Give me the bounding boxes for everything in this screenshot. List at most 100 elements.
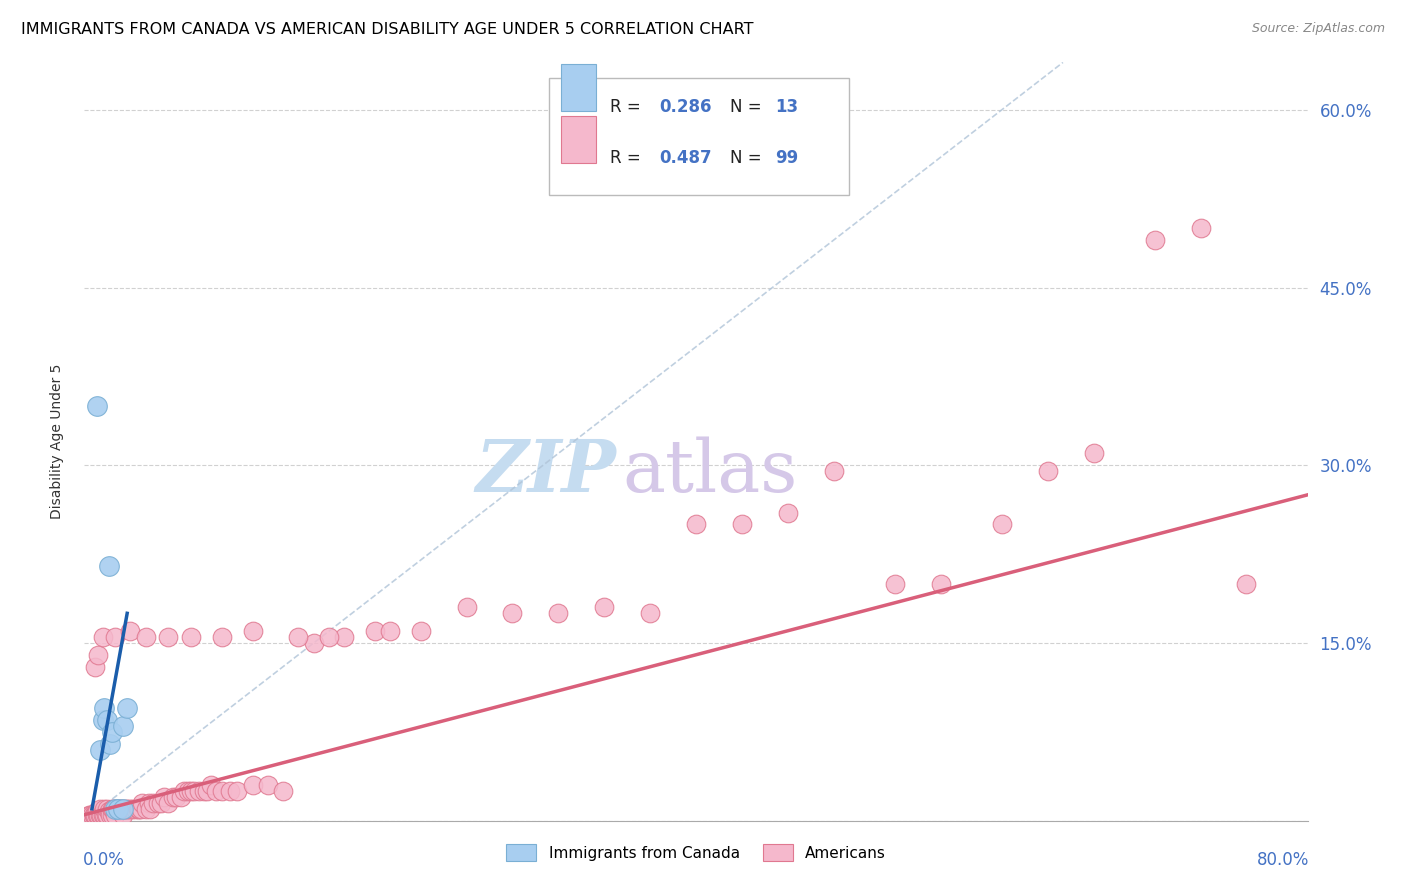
Point	[1143, 233, 1166, 247]
Point	[111, 802, 134, 816]
Point	[104, 807, 127, 822]
Point	[101, 807, 124, 822]
Point	[271, 784, 294, 798]
Point	[135, 802, 157, 816]
Point	[456, 600, 478, 615]
Point	[90, 807, 112, 822]
Point	[86, 807, 108, 822]
Point	[98, 737, 121, 751]
Point	[115, 701, 138, 715]
Point	[131, 796, 153, 810]
Point	[302, 636, 325, 650]
Point	[287, 630, 309, 644]
Point	[104, 802, 127, 816]
Point	[97, 558, 120, 573]
Text: IMMIGRANTS FROM CANADA VS AMERICAN DISABILITY AGE UNDER 5 CORRELATION CHART: IMMIGRANTS FROM CANADA VS AMERICAN DISAB…	[21, 22, 754, 37]
Point	[111, 802, 134, 816]
Point	[127, 802, 149, 816]
Text: 0.286: 0.286	[659, 98, 711, 116]
Point	[409, 624, 432, 639]
Point	[83, 807, 105, 822]
Point	[86, 804, 108, 818]
Point	[1236, 576, 1258, 591]
Point	[89, 802, 111, 816]
Point	[257, 778, 280, 792]
FancyBboxPatch shape	[561, 64, 596, 112]
Point	[96, 713, 118, 727]
Point	[776, 506, 799, 520]
Point	[142, 796, 165, 810]
Text: 80.0%: 80.0%	[1257, 851, 1309, 869]
Point	[86, 399, 108, 413]
Point	[87, 648, 110, 662]
Point	[121, 802, 143, 816]
Point	[91, 630, 114, 644]
Point	[84, 807, 107, 822]
Text: R =: R =	[610, 98, 647, 116]
Text: N =: N =	[730, 150, 768, 168]
Point	[157, 630, 180, 644]
Point	[242, 778, 264, 792]
Text: 0.0%: 0.0%	[83, 851, 125, 869]
Legend: Immigrants from Canada, Americans: Immigrants from Canada, Americans	[499, 838, 893, 868]
Text: N =: N =	[730, 98, 768, 116]
Point	[193, 784, 215, 798]
Point	[180, 630, 202, 644]
Point	[91, 807, 114, 822]
Point	[200, 778, 222, 792]
Point	[211, 630, 233, 644]
Point	[138, 796, 160, 810]
Point	[97, 804, 120, 818]
Point	[165, 789, 187, 804]
Y-axis label: Disability Age Under 5: Disability Age Under 5	[49, 364, 63, 519]
Point	[101, 802, 124, 816]
Point	[79, 807, 101, 822]
Point	[205, 784, 228, 798]
Point	[153, 789, 176, 804]
Point	[242, 624, 264, 639]
Point	[364, 624, 387, 639]
Point	[226, 784, 249, 798]
Point	[593, 600, 616, 615]
Point	[139, 802, 162, 816]
Point	[77, 807, 100, 822]
Point	[1083, 446, 1105, 460]
Point	[183, 784, 205, 798]
Point	[211, 784, 233, 798]
Point	[120, 802, 142, 816]
Point	[731, 517, 754, 532]
Point	[83, 807, 105, 822]
Point	[823, 464, 845, 478]
Point	[170, 789, 193, 804]
Point	[502, 607, 524, 621]
Point	[883, 576, 905, 591]
Text: R =: R =	[610, 150, 647, 168]
Point	[84, 659, 107, 673]
Point	[103, 802, 125, 816]
Point	[108, 802, 131, 816]
Point	[157, 796, 180, 810]
Point	[115, 802, 138, 816]
Point	[111, 807, 134, 822]
Point	[107, 802, 129, 816]
Text: atlas: atlas	[623, 436, 799, 508]
Point	[124, 802, 146, 816]
Text: 13: 13	[776, 98, 799, 116]
Point	[146, 796, 169, 810]
Point	[1189, 221, 1212, 235]
Text: Source: ZipAtlas.com: Source: ZipAtlas.com	[1251, 22, 1385, 36]
Point	[87, 807, 110, 822]
Point	[114, 802, 136, 816]
Text: 0.487: 0.487	[659, 150, 711, 168]
Point	[93, 701, 115, 715]
Point	[929, 576, 952, 591]
Point	[188, 784, 211, 798]
Point	[93, 802, 115, 816]
Text: 99: 99	[776, 150, 799, 168]
Point	[93, 807, 115, 822]
Point	[107, 802, 129, 816]
Point	[1036, 464, 1059, 478]
Point	[195, 784, 218, 798]
Point	[89, 807, 111, 822]
Point	[318, 630, 340, 644]
